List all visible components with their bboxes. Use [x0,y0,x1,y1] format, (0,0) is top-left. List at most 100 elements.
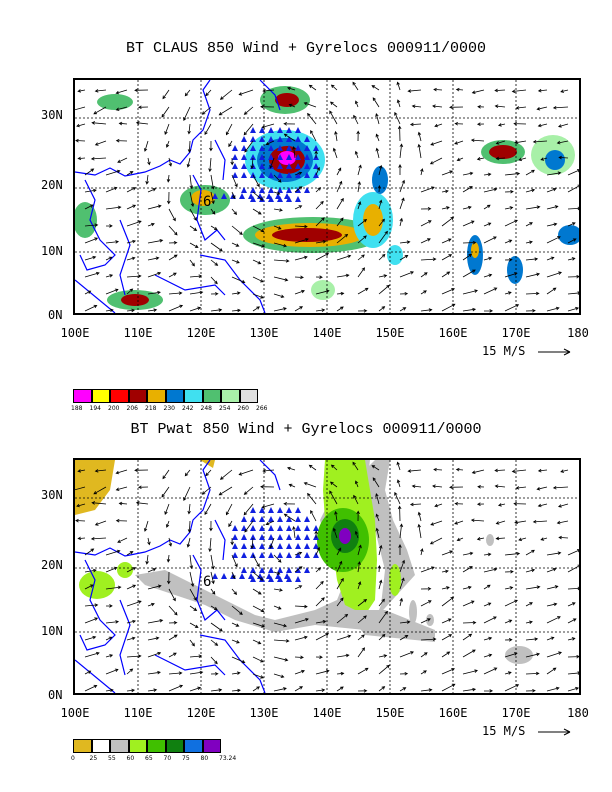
gyreloc-marker [275,193,281,199]
gyreloc-marker [313,525,319,531]
wind-arrow [168,254,178,261]
wind-arrow [357,667,369,675]
colorbar-swatch [184,389,203,403]
panel2-xlabel-180: 180 [567,706,589,720]
coastlines [75,80,281,313]
wind-arrow [357,164,362,176]
gyreloc-marker [268,516,274,522]
wind-arrow [420,238,431,244]
wind-arrow [273,208,283,212]
gyreloc-marker [232,154,238,160]
wind-arrow [329,481,338,488]
wind-arrow [556,140,569,145]
wind-arrow [231,554,238,568]
wind-arrow [525,549,535,556]
wind-arrow [462,669,479,675]
wind-arrow [283,513,296,522]
wind-arrow [525,308,536,313]
wind-arrow [397,125,402,142]
wind-arrow [394,111,401,125]
wind-arrow [504,552,521,556]
wind-arrow [372,477,380,488]
wind-arrow [430,520,443,526]
wind-arrow [336,577,344,590]
gyreloc-marker [277,187,283,193]
wind-arrow [357,287,369,295]
wind-arrow [189,191,195,207]
gyreloc-marker [295,136,301,142]
wind-arrow [115,469,128,475]
wind-arrow [471,469,485,474]
gyreloc-marker [277,154,283,160]
gyreloc-marker [268,534,274,540]
wind-arrow [497,503,506,507]
wind-arrow [353,494,359,505]
wind-arrow [375,147,380,159]
wind-arrow [117,537,128,543]
wind-arrow [471,89,485,94]
wind-arrow [231,688,241,693]
wind-arrow [495,140,506,145]
wind-arrow [378,274,388,278]
wind-arrow [433,87,443,92]
wind-arrow [525,257,539,261]
wind-arrow [378,654,388,658]
wind-arrow [294,224,308,229]
wind-arrow [273,687,287,692]
wind-arrow [147,688,158,692]
wind-arrow [126,668,134,675]
wind-arrow [357,254,365,261]
wind-arrow [189,639,195,647]
cloud-top-shading [75,86,579,310]
gyreloc-marker [295,127,301,133]
wind-arrow [294,238,309,244]
wind-arrow [483,204,491,210]
wind-arrow [208,157,212,173]
wind-arrow [126,654,142,658]
wind-arrow [118,501,128,506]
wind-arrow [147,157,151,166]
panel2-xlabel-120e: 120E [186,706,216,720]
wind-arrow [567,306,579,312]
gyreloc-marker [286,145,292,151]
wind-arrow [76,123,86,128]
wind-arrow [567,564,579,573]
wind-arrow [567,637,576,641]
wind-arrow [525,620,533,625]
wind-arrow [483,236,497,244]
gyreloc-marker [241,163,247,169]
wind-arrow [525,291,540,296]
lat-lon-grid [75,80,579,313]
wind-arrow [546,222,558,227]
wind-arrow [371,85,380,91]
wind-arrow [286,466,296,471]
colorbar-swatch [147,739,166,753]
wind-arrow [420,308,433,312]
gyreloc-marker [295,543,301,549]
wind-arrow [147,308,158,312]
gyreloc-marker [286,567,292,573]
wind-arrow [137,485,149,490]
wind-arrow [504,638,513,642]
wind-arrow [210,588,216,595]
wind-arrow [483,222,492,227]
wind-arrow [430,140,443,146]
wind-arrow [314,150,318,159]
wind-arrow [330,464,338,471]
wind-arrow [449,105,464,110]
gyreloc-marker [232,552,238,558]
wind-arrow [189,208,197,221]
wind-arrow [398,164,402,175]
panel2-xlabel-130e: 130E [249,706,279,720]
wind-arrow [315,253,330,261]
wind-arrow [252,622,266,628]
wind-arrow [189,306,202,312]
wind-arrow [273,588,283,592]
wind-arrow [84,603,99,607]
wind-arrow [441,288,455,295]
colorbar-label: 73.24 [219,755,237,762]
gyreloc-marker [277,567,283,573]
wind-arrow [294,686,304,692]
colorbar-swatch [239,389,258,403]
panel2-title: BT Pwat 850 Wind + Gyrelocs 000911/0000 [130,421,482,438]
